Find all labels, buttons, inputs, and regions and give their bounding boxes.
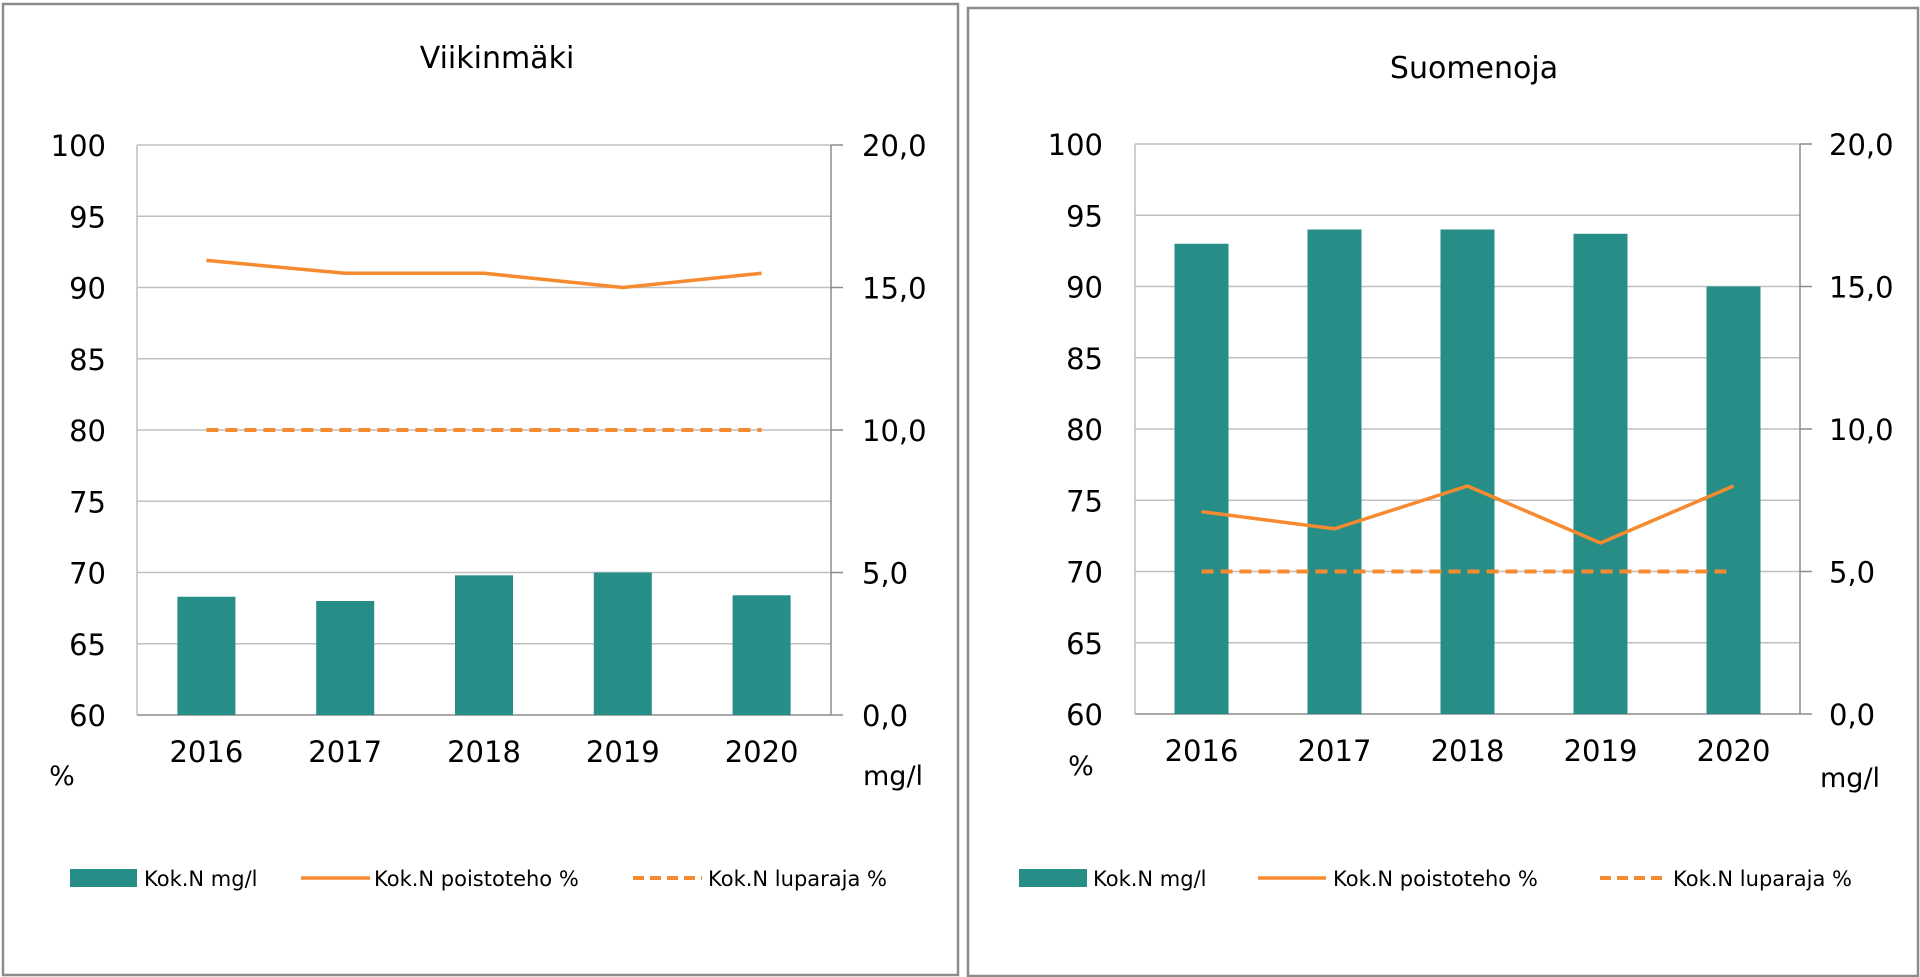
y-left-tick-label: 65 (69, 628, 106, 662)
y-left-tick-label: 95 (69, 200, 106, 234)
x-tick-label: 2020 (725, 735, 799, 769)
y-left-tick-label: 70 (1066, 556, 1103, 590)
y-left-tick-label: 65 (1066, 627, 1103, 661)
y-right-tick-label: 15,0 (1829, 271, 1894, 305)
bar-mark (1440, 229, 1495, 714)
x-tick-label: 2017 (1298, 734, 1372, 768)
y-left-tick-label: 100 (1048, 128, 1103, 162)
x-tick-label: 2016 (169, 735, 243, 769)
y-right-tick-label: 15,0 (862, 272, 927, 306)
y-left-tick-label: 90 (69, 272, 106, 306)
legend-bar-swatch (1019, 869, 1087, 887)
legend-label: Kok.N luparaja % (708, 867, 887, 891)
y-right-tick-label: 10,0 (862, 414, 927, 448)
y-right-tick-label: 20,0 (862, 129, 927, 163)
chart-suomenoja: Suomenoja 60 65 70 75 80 85 90 95 100 0,0 5,0 10,0 15… (966, 6, 1920, 977)
bar-mark (1307, 229, 1362, 714)
y-right-tick-label: 0,0 (1829, 698, 1875, 732)
y-left-tick-label: 80 (1066, 413, 1103, 447)
y-left-tick-label: 70 (69, 557, 106, 591)
x-tick-label: 2019 (586, 735, 660, 769)
y-right-tick-label: 5,0 (1829, 556, 1875, 590)
y-left-tick-label: 60 (69, 699, 106, 733)
bar-mark (732, 595, 791, 715)
y-left-tick-label: 60 (1066, 698, 1103, 732)
x-tick-label: 2018 (447, 735, 521, 769)
chart-title: Suomenoja (1390, 51, 1558, 86)
chart-viikinmäki: Viikinmäki 60 65 70 75 80 85 90 95 100 0,0 5,0 10,0 1… (1, 2, 960, 977)
y-right-tick-label: 10,0 (1829, 413, 1894, 447)
x-tick-label: 2020 (1697, 734, 1771, 768)
y-right-tick-label: 5,0 (862, 557, 908, 591)
y-left-tick-label: 85 (69, 343, 106, 377)
bar-mark (593, 572, 652, 715)
y-right-axis-label: mg/l (863, 761, 923, 792)
y-right-axis-label: mg/l (1820, 763, 1880, 794)
y-left-tick-label: 85 (1066, 342, 1103, 376)
x-tick-label: 2018 (1431, 734, 1505, 768)
bar-mark (1706, 286, 1761, 714)
chart-title: Viikinmäki (420, 41, 575, 76)
y-left-tick-label: 80 (69, 414, 106, 448)
y-right-tick-label: 0,0 (862, 699, 908, 733)
y-left-axis-label: % (49, 761, 75, 792)
legend-label: Kok.N mg/l (144, 867, 258, 891)
y-left-axis-label: % (1068, 751, 1094, 782)
bar-mark (316, 601, 375, 715)
bar-mark (455, 575, 513, 715)
y-left-tick-label: 75 (69, 485, 106, 519)
y-left-tick-label: 75 (1066, 484, 1103, 518)
legend-label: Kok.N poistoteho % (374, 867, 579, 891)
bar-mark (177, 596, 236, 715)
bar-mark (1174, 243, 1229, 714)
bar-mark (1573, 233, 1628, 714)
y-left-tick-label: 100 (51, 129, 106, 163)
chart-frame (1, 2, 960, 977)
x-tick-label: 2016 (1165, 734, 1239, 768)
y-left-tick-label: 95 (1066, 199, 1103, 233)
x-tick-label: 2017 (308, 735, 382, 769)
y-right-tick-label: 20,0 (1829, 128, 1894, 162)
legend-label: Kok.N poistoteho % (1333, 867, 1538, 891)
legend-bar-swatch (70, 869, 137, 887)
y-left-tick-label: 90 (1066, 271, 1103, 305)
x-tick-label: 2019 (1564, 734, 1638, 768)
legend-label: Kok.N mg/l (1093, 867, 1207, 891)
legend-label: Kok.N luparaja % (1673, 867, 1852, 891)
